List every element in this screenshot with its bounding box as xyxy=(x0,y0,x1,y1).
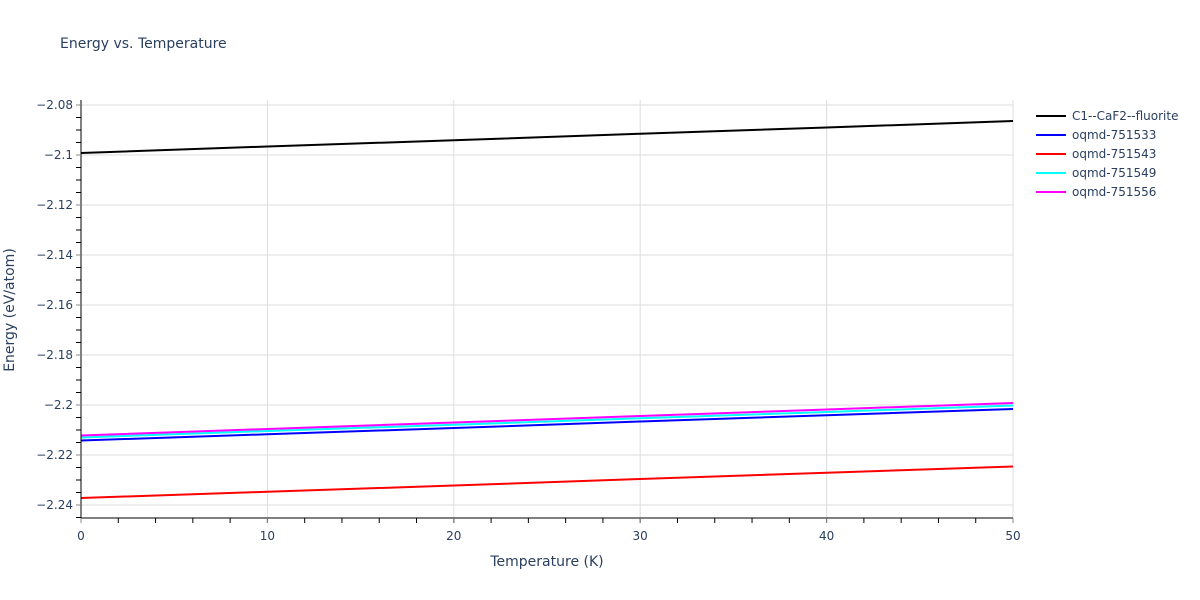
chart-title: Energy vs. Temperature xyxy=(60,36,227,52)
legend-label: oqmd-751543 xyxy=(1072,146,1157,161)
legend-line-icon xyxy=(1036,133,1066,136)
y-tick-label: −2.16 xyxy=(36,298,73,312)
x-axis-title: Temperature (K) xyxy=(490,554,604,570)
y-tick-label: −2.18 xyxy=(36,348,73,362)
series-line-0[interactable] xyxy=(80,120,1014,154)
series-line-2[interactable] xyxy=(80,465,1014,499)
legend-line-icon xyxy=(1036,152,1066,155)
legend-label: oqmd-751533 xyxy=(1072,127,1157,142)
y-tick-label: −2.22 xyxy=(36,448,73,462)
legend-item-0[interactable]: C1--CaF2--fluorite xyxy=(1036,106,1178,125)
y-tick-label: −2.24 xyxy=(36,498,73,512)
x-tick-label: 30 xyxy=(633,529,648,543)
legend-label: oqmd-751556 xyxy=(1072,184,1157,199)
y-axis-title: Energy (eV/atom) xyxy=(2,248,18,372)
gridlines xyxy=(81,100,1014,518)
x-tick-label: 20 xyxy=(446,529,461,543)
x-tick-label: 10 xyxy=(260,529,275,543)
series-line-3[interactable] xyxy=(80,404,1014,439)
y-tick-label: −2.12 xyxy=(36,198,73,212)
legend-line-icon xyxy=(1036,114,1066,117)
x-tick-label: 50 xyxy=(1005,529,1020,543)
axes: −2.08 −2.1 −2.12 −2.14 −2.16 −2.18 −2.2 −2.22 −2… xyxy=(36,98,1020,543)
series-line-1[interactable] xyxy=(80,408,1014,442)
legend: C1--CaF2--fluorite oqmd-751533 oqmd-751543… xyxy=(1036,106,1178,201)
legend-item-2[interactable]: oqmd-751543 xyxy=(1036,144,1178,163)
y-tick-label: −2.1 xyxy=(44,148,73,162)
x-tick-label: 40 xyxy=(819,529,834,543)
legend-item-1[interactable]: oqmd-751533 xyxy=(1036,125,1178,144)
legend-line-icon xyxy=(1036,190,1066,193)
legend-label: oqmd-751549 xyxy=(1072,165,1157,180)
y-tick-label: −2.08 xyxy=(36,98,73,112)
y-tick-label: −2.14 xyxy=(36,248,73,262)
series-line-4[interactable] xyxy=(80,402,1014,437)
legend-item-3[interactable]: oqmd-751549 xyxy=(1036,163,1178,182)
x-tick-label: 0 xyxy=(77,529,85,543)
legend-line-icon xyxy=(1036,171,1066,174)
y-tick-label: −2.2 xyxy=(44,398,73,412)
legend-item-4[interactable]: oqmd-751556 xyxy=(1036,182,1178,201)
data-lines xyxy=(80,120,1014,499)
legend-label: C1--CaF2--fluorite xyxy=(1072,108,1179,123)
